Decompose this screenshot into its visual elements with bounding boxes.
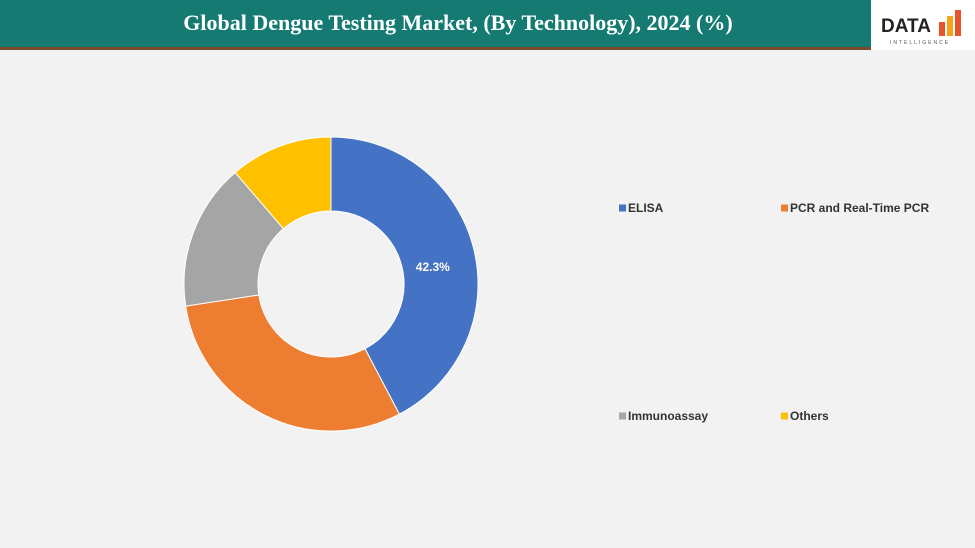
legend-swatch: [619, 204, 626, 212]
donut-slice: [330, 136, 479, 415]
logo-bar: [947, 16, 953, 36]
logo-bar: [939, 22, 945, 36]
legend-swatch: [619, 412, 626, 420]
logo: DATA INTELLIGENCE: [871, 0, 975, 50]
chart-title: Global Dengue Testing Market, (By Techno…: [183, 10, 732, 35]
logo-tagline: INTELLIGENCE: [890, 40, 950, 46]
legend-swatch: [781, 204, 788, 212]
legend-label: PCR and Real-Time PCR: [790, 201, 929, 215]
legend-swatch: [781, 412, 788, 420]
donut-slice: [234, 136, 332, 230]
legend-label: Others: [790, 409, 829, 423]
data-label: 42.3%: [416, 260, 450, 274]
legend-label: ELISA: [628, 201, 664, 215]
logo-name: DATA: [881, 16, 931, 37]
legend-label: Immunoassay: [628, 409, 708, 423]
header-bar: [0, 0, 975, 47]
donut-slice: [185, 294, 401, 432]
header-border: [0, 47, 975, 50]
logo-bar: [955, 10, 961, 36]
